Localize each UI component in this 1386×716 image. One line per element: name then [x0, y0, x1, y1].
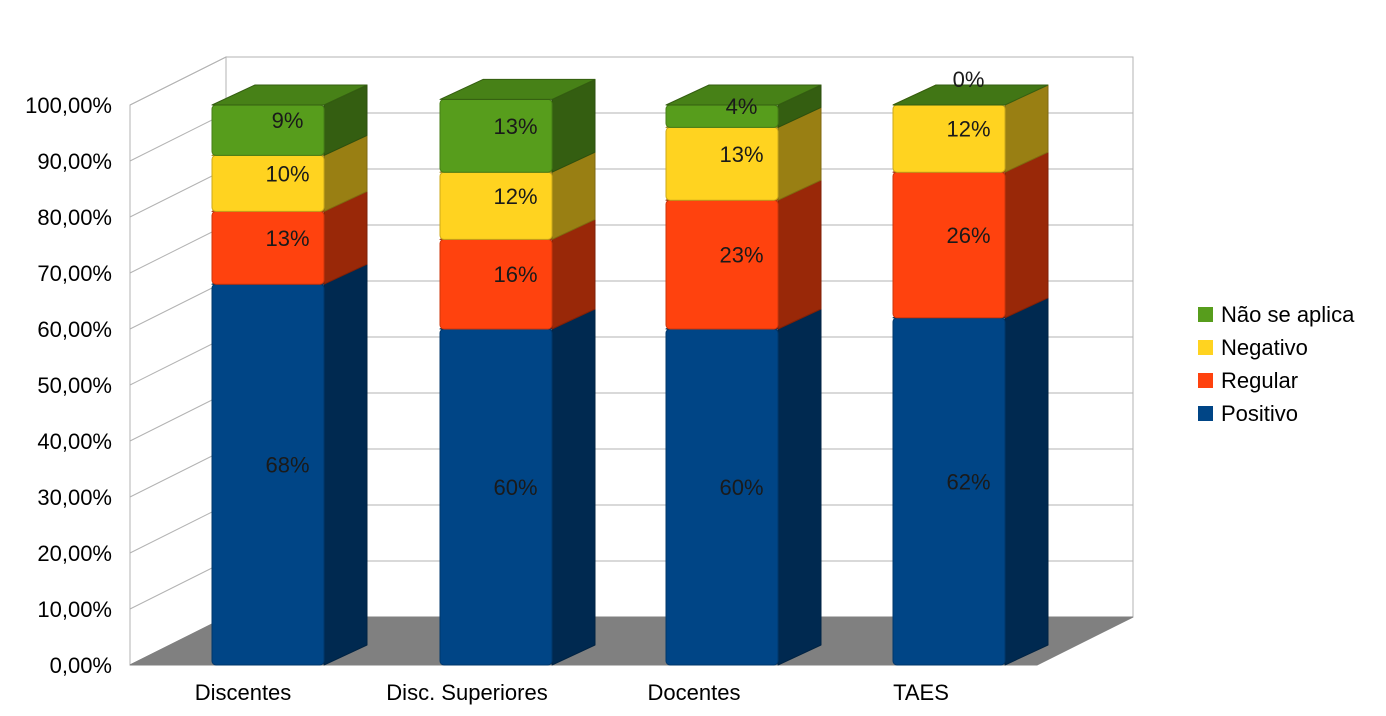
- legend-label: Positivo: [1221, 400, 1299, 426]
- data-label: 16%: [493, 262, 537, 287]
- y-tick-label: 90,00%: [37, 149, 112, 174]
- bar-n-o-se-aplica-disc-superiores-top: [439, 78, 596, 100]
- legend: Não se aplica Negativo Regular Positivo: [1198, 298, 1354, 430]
- bar-n-o-se-aplica-taes-top: [892, 84, 1049, 106]
- bar-positivo-taes-side: [1004, 297, 1049, 666]
- legend-swatch: [1198, 307, 1213, 322]
- y-tick-label: 30,00%: [37, 485, 112, 510]
- gridline-side: [129, 392, 227, 442]
- data-label: 26%: [946, 223, 990, 248]
- data-label: 62%: [946, 469, 990, 494]
- bar-regular-taes-side: [1004, 151, 1049, 319]
- bar-n-o-se-aplica-discentes-top: [211, 84, 368, 106]
- data-label: 13%: [493, 114, 537, 139]
- legend-label: Negativo: [1221, 334, 1308, 360]
- bar-n-o-se-aplica-discentes: [211, 104, 325, 156]
- y-tick-label: 0,00%: [50, 653, 112, 678]
- legend-swatch: [1198, 340, 1213, 355]
- bar-positivo-disc-superiores-side: [551, 308, 596, 666]
- data-label: 60%: [719, 475, 763, 500]
- y-tick-label: 20,00%: [37, 541, 112, 566]
- data-label: 10%: [265, 161, 309, 186]
- legend-item: Regular: [1198, 364, 1354, 397]
- y-tick-label: 50,00%: [37, 373, 112, 398]
- data-label: 13%: [265, 226, 309, 251]
- y-tick-label: 10,00%: [37, 597, 112, 622]
- data-label: 23%: [719, 243, 763, 268]
- gridline-side: [129, 112, 227, 162]
- data-label: 12%: [946, 117, 990, 142]
- y-tick-label: 100,00%: [25, 93, 112, 118]
- gridline-side: [129, 168, 227, 218]
- data-label: 13%: [719, 142, 763, 167]
- gridline-side: [129, 504, 227, 554]
- data-label: 68%: [265, 453, 309, 478]
- bar-positivo-discentes-side: [323, 263, 368, 666]
- gridline-side: [129, 224, 227, 274]
- data-label: 60%: [493, 475, 537, 500]
- legend-item: Não se aplica: [1198, 298, 1354, 331]
- data-label: 4%: [726, 94, 758, 119]
- gridline-side: [129, 280, 227, 330]
- x-category-label: Disc. Superiores: [386, 680, 547, 705]
- legend-item: Negativo: [1198, 331, 1354, 364]
- data-label: 12%: [493, 184, 537, 209]
- legend-label: Regular: [1221, 367, 1299, 393]
- legend-label: Não se aplica: [1221, 301, 1355, 327]
- gridline-side: [129, 560, 227, 610]
- gridline-side: [129, 448, 227, 498]
- x-category-label: Docentes: [648, 680, 741, 705]
- gridline-side: [129, 336, 227, 386]
- bar-n-o-se-aplica-docentes: [665, 104, 779, 128]
- y-tick-label: 70,00%: [37, 261, 112, 286]
- data-label: 0%: [953, 67, 985, 92]
- bar-n-o-se-aplica-docentes-top: [665, 84, 822, 106]
- bar-positivo-docentes-side: [777, 308, 822, 666]
- data-label: 9%: [272, 108, 304, 133]
- x-category-label: TAES: [893, 680, 949, 705]
- legend-item: Positivo: [1198, 397, 1354, 430]
- x-category-label: Discentes: [195, 680, 292, 705]
- y-tick-label: 40,00%: [37, 429, 112, 454]
- gridline-side: [129, 56, 227, 106]
- legend-swatch: [1198, 406, 1213, 421]
- y-tick-label: 80,00%: [37, 205, 112, 230]
- y-tick-label: 60,00%: [37, 317, 112, 342]
- bar-regular-docentes-side: [777, 179, 822, 330]
- legend-swatch: [1198, 373, 1213, 388]
